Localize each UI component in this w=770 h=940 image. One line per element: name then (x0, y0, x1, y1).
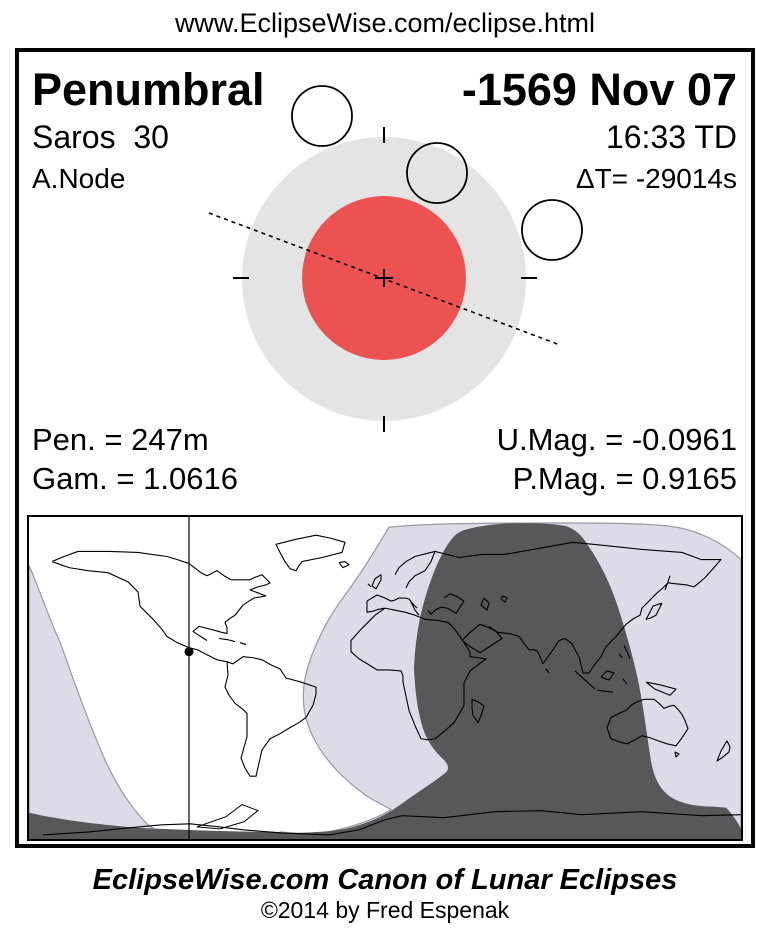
delta-t-label: ΔT= -29014s (575, 163, 737, 194)
map-region-partial-visibility-west-strip (29, 565, 164, 839)
map-region-total-visibility (281, 523, 741, 839)
greatest-eclipse-time-label: 16:33 TD (605, 119, 737, 155)
node-label: A.Node (32, 163, 126, 194)
penumbral-duration-value: Pen. = 247m (32, 422, 209, 457)
antarctic-peninsula-shape (196, 804, 260, 830)
figure-border-box (15, 48, 755, 848)
penumbral-magnitude-value: P.Mag. = 0.9165 (512, 461, 737, 496)
continent-coastlines (51, 534, 731, 777)
umbral-magnitude-value: U.Mag. = -0.0961 (496, 422, 737, 457)
eclipse-type-label: Penumbral (32, 64, 265, 115)
eclipse-visibility-world-map (27, 515, 743, 841)
eclipse-date-label: -1569 Nov 07 (461, 64, 737, 115)
source-url-text: www.EclipseWise.com/eclipse.html (174, 8, 596, 38)
canon-caption: EclipseWise.com Canon of Lunar Eclipses (92, 864, 678, 896)
gamma-value: Gam. = 1.0616 (32, 461, 238, 496)
antarctic-coastline (42, 810, 741, 836)
copyright-line: ©2014 by Fred Espenak (260, 897, 510, 923)
map-region-antarctic-dark-strip (29, 812, 281, 839)
saros-series-label: Saros 30 (32, 119, 169, 155)
sublunar-point-dot (184, 647, 194, 657)
